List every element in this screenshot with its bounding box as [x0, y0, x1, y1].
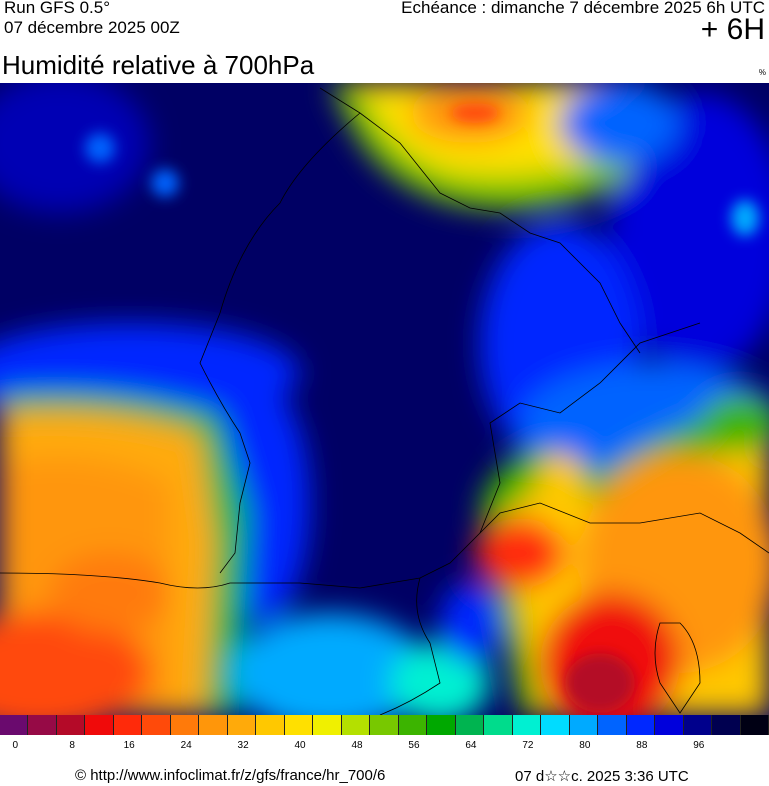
legend-swatch: [740, 715, 769, 735]
legend-swatch: [455, 715, 485, 735]
legend-swatch: [0, 715, 29, 735]
source-credit: © http://www.infoclimat.fr/z/gfs/france/…: [75, 767, 386, 784]
run-label: Run GFS 0.5°: [4, 0, 111, 17]
legend-label: 96: [693, 740, 705, 751]
legend-label: 48: [351, 740, 363, 751]
legend-label: 8: [69, 740, 75, 751]
legend-swatch: [626, 715, 656, 735]
humidity-field: [0, 83, 769, 715]
legend-swatch: [227, 715, 257, 735]
legend-label: 72: [522, 740, 534, 751]
generated-time: 07 d☆☆c. 2025 3:36 UTC: [515, 768, 689, 785]
legend-swatch: [113, 715, 143, 735]
country-borders: [0, 87, 769, 715]
valid-time: Echéance : dimanche 7 décembre 2025 6h U…: [401, 0, 765, 17]
map-title: Humidité relative à 700hPa: [2, 50, 315, 80]
lead-time: + 6H: [700, 13, 765, 46]
legend-label: 32: [237, 740, 249, 751]
legend-swatch: [170, 715, 200, 735]
legend-swatch: [370, 715, 399, 735]
legend-swatch: [598, 715, 627, 735]
legend-swatch: [484, 715, 513, 735]
unit-label: %: [758, 68, 766, 77]
legend-swatch: [85, 715, 114, 735]
legend-swatch: [284, 715, 314, 735]
legend-swatch: [712, 715, 741, 735]
legend-label: 80: [579, 740, 591, 751]
legend-swatch: [256, 715, 285, 735]
legend-label: 88: [636, 740, 648, 751]
legend-label: 0: [12, 740, 19, 751]
color-legend: [0, 715, 769, 735]
legend-swatch: [541, 715, 570, 735]
legend-label: 40: [294, 740, 306, 751]
legend-label: 64: [465, 740, 477, 751]
legend-swatch: [683, 715, 713, 735]
legend-swatch: [199, 715, 228, 735]
legend-label: 24: [180, 740, 192, 751]
humidity-map: [0, 83, 769, 715]
legend-swatch: [313, 715, 342, 735]
run-date: 07 décembre 2025 00Z: [4, 18, 180, 37]
legend-swatch: [341, 715, 371, 735]
legend-label: 16: [123, 740, 135, 751]
legend-swatch: [28, 715, 57, 735]
legend-swatch: [569, 715, 599, 735]
legend-swatch: [142, 715, 171, 735]
legend-label: 56: [408, 740, 420, 751]
legend-swatch: [427, 715, 456, 735]
legend-swatch: [398, 715, 428, 735]
legend-swatch: [512, 715, 542, 735]
legend-swatch: [655, 715, 684, 735]
legend-swatch: [56, 715, 86, 735]
